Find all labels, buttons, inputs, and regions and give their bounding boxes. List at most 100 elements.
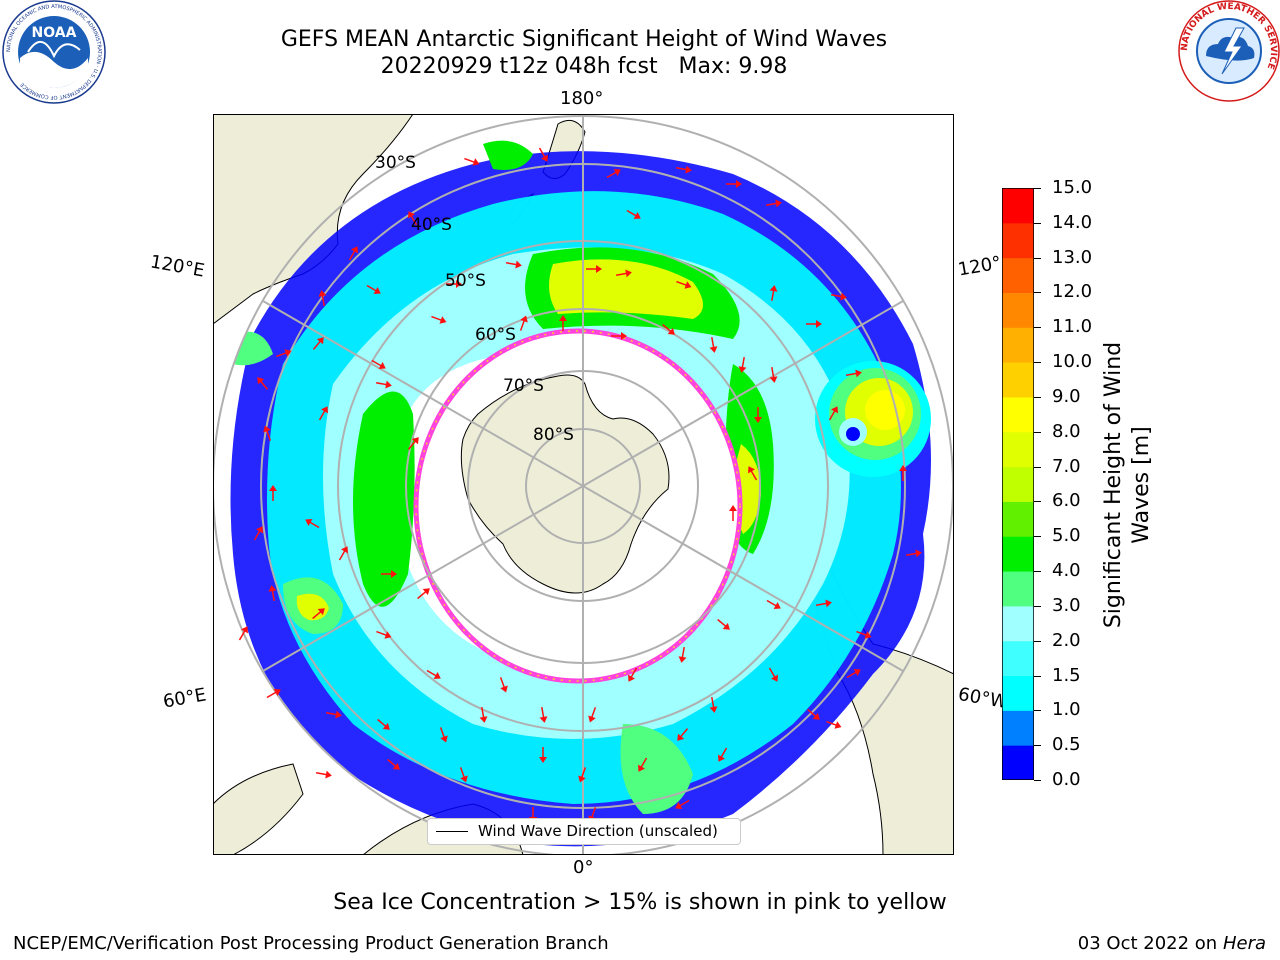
colorbar-cell (1002, 466, 1034, 502)
wind-arrow-icon (257, 377, 269, 390)
wind-arrow-icon (615, 269, 632, 278)
wind-arrow-icon (426, 669, 441, 679)
storm-vortex (815, 361, 931, 477)
colorbar-tick-mark (1034, 571, 1041, 573)
wind-arrow-icon (269, 485, 277, 501)
wind-arrow-icon (417, 588, 430, 600)
noaa-logo-icon: NOAA NATIONAL OCEANIC AND ATMOSPHERIC AD… (2, 0, 106, 104)
wind-arrow-icon (446, 280, 462, 288)
nws-logo-icon: NATIONAL WEATHER SERVICE (1178, 0, 1280, 102)
wind-arrow-icon (828, 406, 838, 421)
wind-arrow-icon (754, 407, 762, 423)
wind-arrow-icon (408, 211, 418, 226)
wind-arrow-icon (709, 696, 718, 713)
wind-arrow-icon (628, 667, 638, 682)
wind-arrow-icon (611, 332, 627, 340)
lon-label-180: 180° (560, 88, 604, 109)
wind-arrow-icon (675, 165, 692, 174)
lon-label-0: 0° (573, 857, 594, 878)
land-africa-left (213, 763, 304, 855)
field-patch-yellow-sw (296, 593, 329, 621)
colorbar-tick-mark (1034, 431, 1041, 433)
wind-arrow-icon (505, 260, 522, 269)
wind-arrow-icon (539, 706, 548, 723)
sea-ice-note: Sea Ice Concentration > 15% is shown in … (333, 890, 947, 915)
wind-arrow-icon (376, 630, 392, 639)
wind-arrow-icon (377, 718, 390, 730)
sea-ice-edge (413, 328, 743, 684)
colorbar-tick-label: 14.0 (1052, 211, 1093, 233)
wind-arrow-icon (726, 180, 742, 188)
wind-arrow-icon (268, 585, 277, 602)
field-patch-green-nw (483, 140, 533, 170)
wind-arrow-icon (348, 246, 358, 261)
wind-arrow-icon (675, 799, 690, 809)
colorbar-tick-mark (1034, 536, 1041, 538)
colorbar-tick-mark (1034, 188, 1041, 189)
wind-arrow-icon (238, 626, 248, 641)
colorbar-tick-label: 1.5 (1052, 664, 1081, 686)
colorbar-tick-mark (1034, 605, 1041, 607)
lat-label-40s: 40°S (411, 215, 452, 235)
colorbar-cell (1002, 605, 1034, 642)
wind-arrow-icon (578, 767, 587, 783)
wind-arrow-icon (676, 280, 692, 289)
colorbar-tick-mark (1034, 292, 1041, 294)
colorbar-tick-label: 1.0 (1052, 699, 1081, 721)
wind-arrow-icon (519, 315, 528, 331)
wind-arrow-icon (748, 466, 758, 481)
colorbar-tick-label: 11.0 (1052, 316, 1093, 338)
lat-label-70s: 70°S (503, 376, 544, 396)
wind-arrow-icon (807, 708, 820, 720)
title-line-2: 20220929 t12z 048h fcst Max: 9.98 (380, 54, 788, 79)
colorbar-cell (1002, 710, 1034, 746)
title-line-1: GEFS MEAN Antarctic Significant Height o… (280, 27, 888, 52)
wind-arrow-icon (846, 669, 861, 679)
wind-arrows (238, 147, 922, 843)
colorbar-tick-mark (1034, 745, 1041, 747)
wind-arrow-icon (459, 767, 468, 783)
colorbar-tick-label: 8.0 (1052, 420, 1081, 442)
wind-arrow-icon (387, 758, 400, 770)
lon-label-120e: 120°E (148, 251, 207, 282)
colorbar-tick-label: 5.0 (1052, 525, 1081, 547)
colorbar-cell (1002, 536, 1034, 572)
wind-arrow-icon (559, 315, 567, 331)
polar-map: 30°S 40°S 50°S 60°S 70°S 80°S (213, 114, 954, 855)
legend-line-icon (436, 831, 468, 832)
wind-arrow-icon (312, 337, 324, 350)
colorbar-tick-label: 13.0 (1052, 246, 1093, 268)
colorbar-label-line2: Waves [m] (1129, 426, 1154, 544)
colorbar-cell (1002, 501, 1034, 537)
wind-arrow-icon (305, 519, 320, 529)
wind-arrow-icon (375, 380, 392, 389)
lat-label-60s: 60°S (475, 325, 516, 345)
wind-arrow-icon (830, 292, 847, 301)
colorbar-tick-label: 0.0 (1052, 769, 1081, 790)
legend-label: Wind Wave Direction (unscaled) (478, 822, 718, 840)
field-patch-yellow-n (549, 259, 703, 319)
colorbar-cell (1002, 362, 1034, 398)
lat-label-30s: 30°S (375, 153, 416, 173)
map-legend: Wind Wave Direction (unscaled) (427, 818, 741, 845)
field-patch-green-w (353, 391, 415, 607)
colorbar-tick-mark (1034, 675, 1041, 677)
colorbar-tick-mark (1034, 780, 1041, 781)
colorbar-label: Significant Height of Wind Waves [m] (1100, 342, 1156, 628)
colorbar-tick-mark (1034, 222, 1041, 224)
footer-date: 03 Oct 2022 on Hera (1078, 933, 1266, 954)
colorbar-cell (1002, 257, 1034, 293)
wind-arrow-icon (769, 285, 778, 302)
graticule (213, 115, 954, 855)
chart-title: GEFS MEAN Antarctic Significant Height o… (0, 26, 1168, 80)
wind-arrow-icon (318, 406, 328, 421)
colorbar-tick-mark (1034, 257, 1041, 259)
colorbar-cell (1002, 675, 1034, 711)
wind-arrow-icon (718, 747, 728, 762)
wind-arrow-icon (371, 359, 386, 369)
wind-arrow-icon (899, 465, 907, 481)
wind-arrow-icon (826, 720, 842, 729)
wind-arrow-icon (856, 630, 872, 639)
wind-arrow-icon (381, 570, 397, 578)
wind-arrow-icon (499, 677, 508, 693)
